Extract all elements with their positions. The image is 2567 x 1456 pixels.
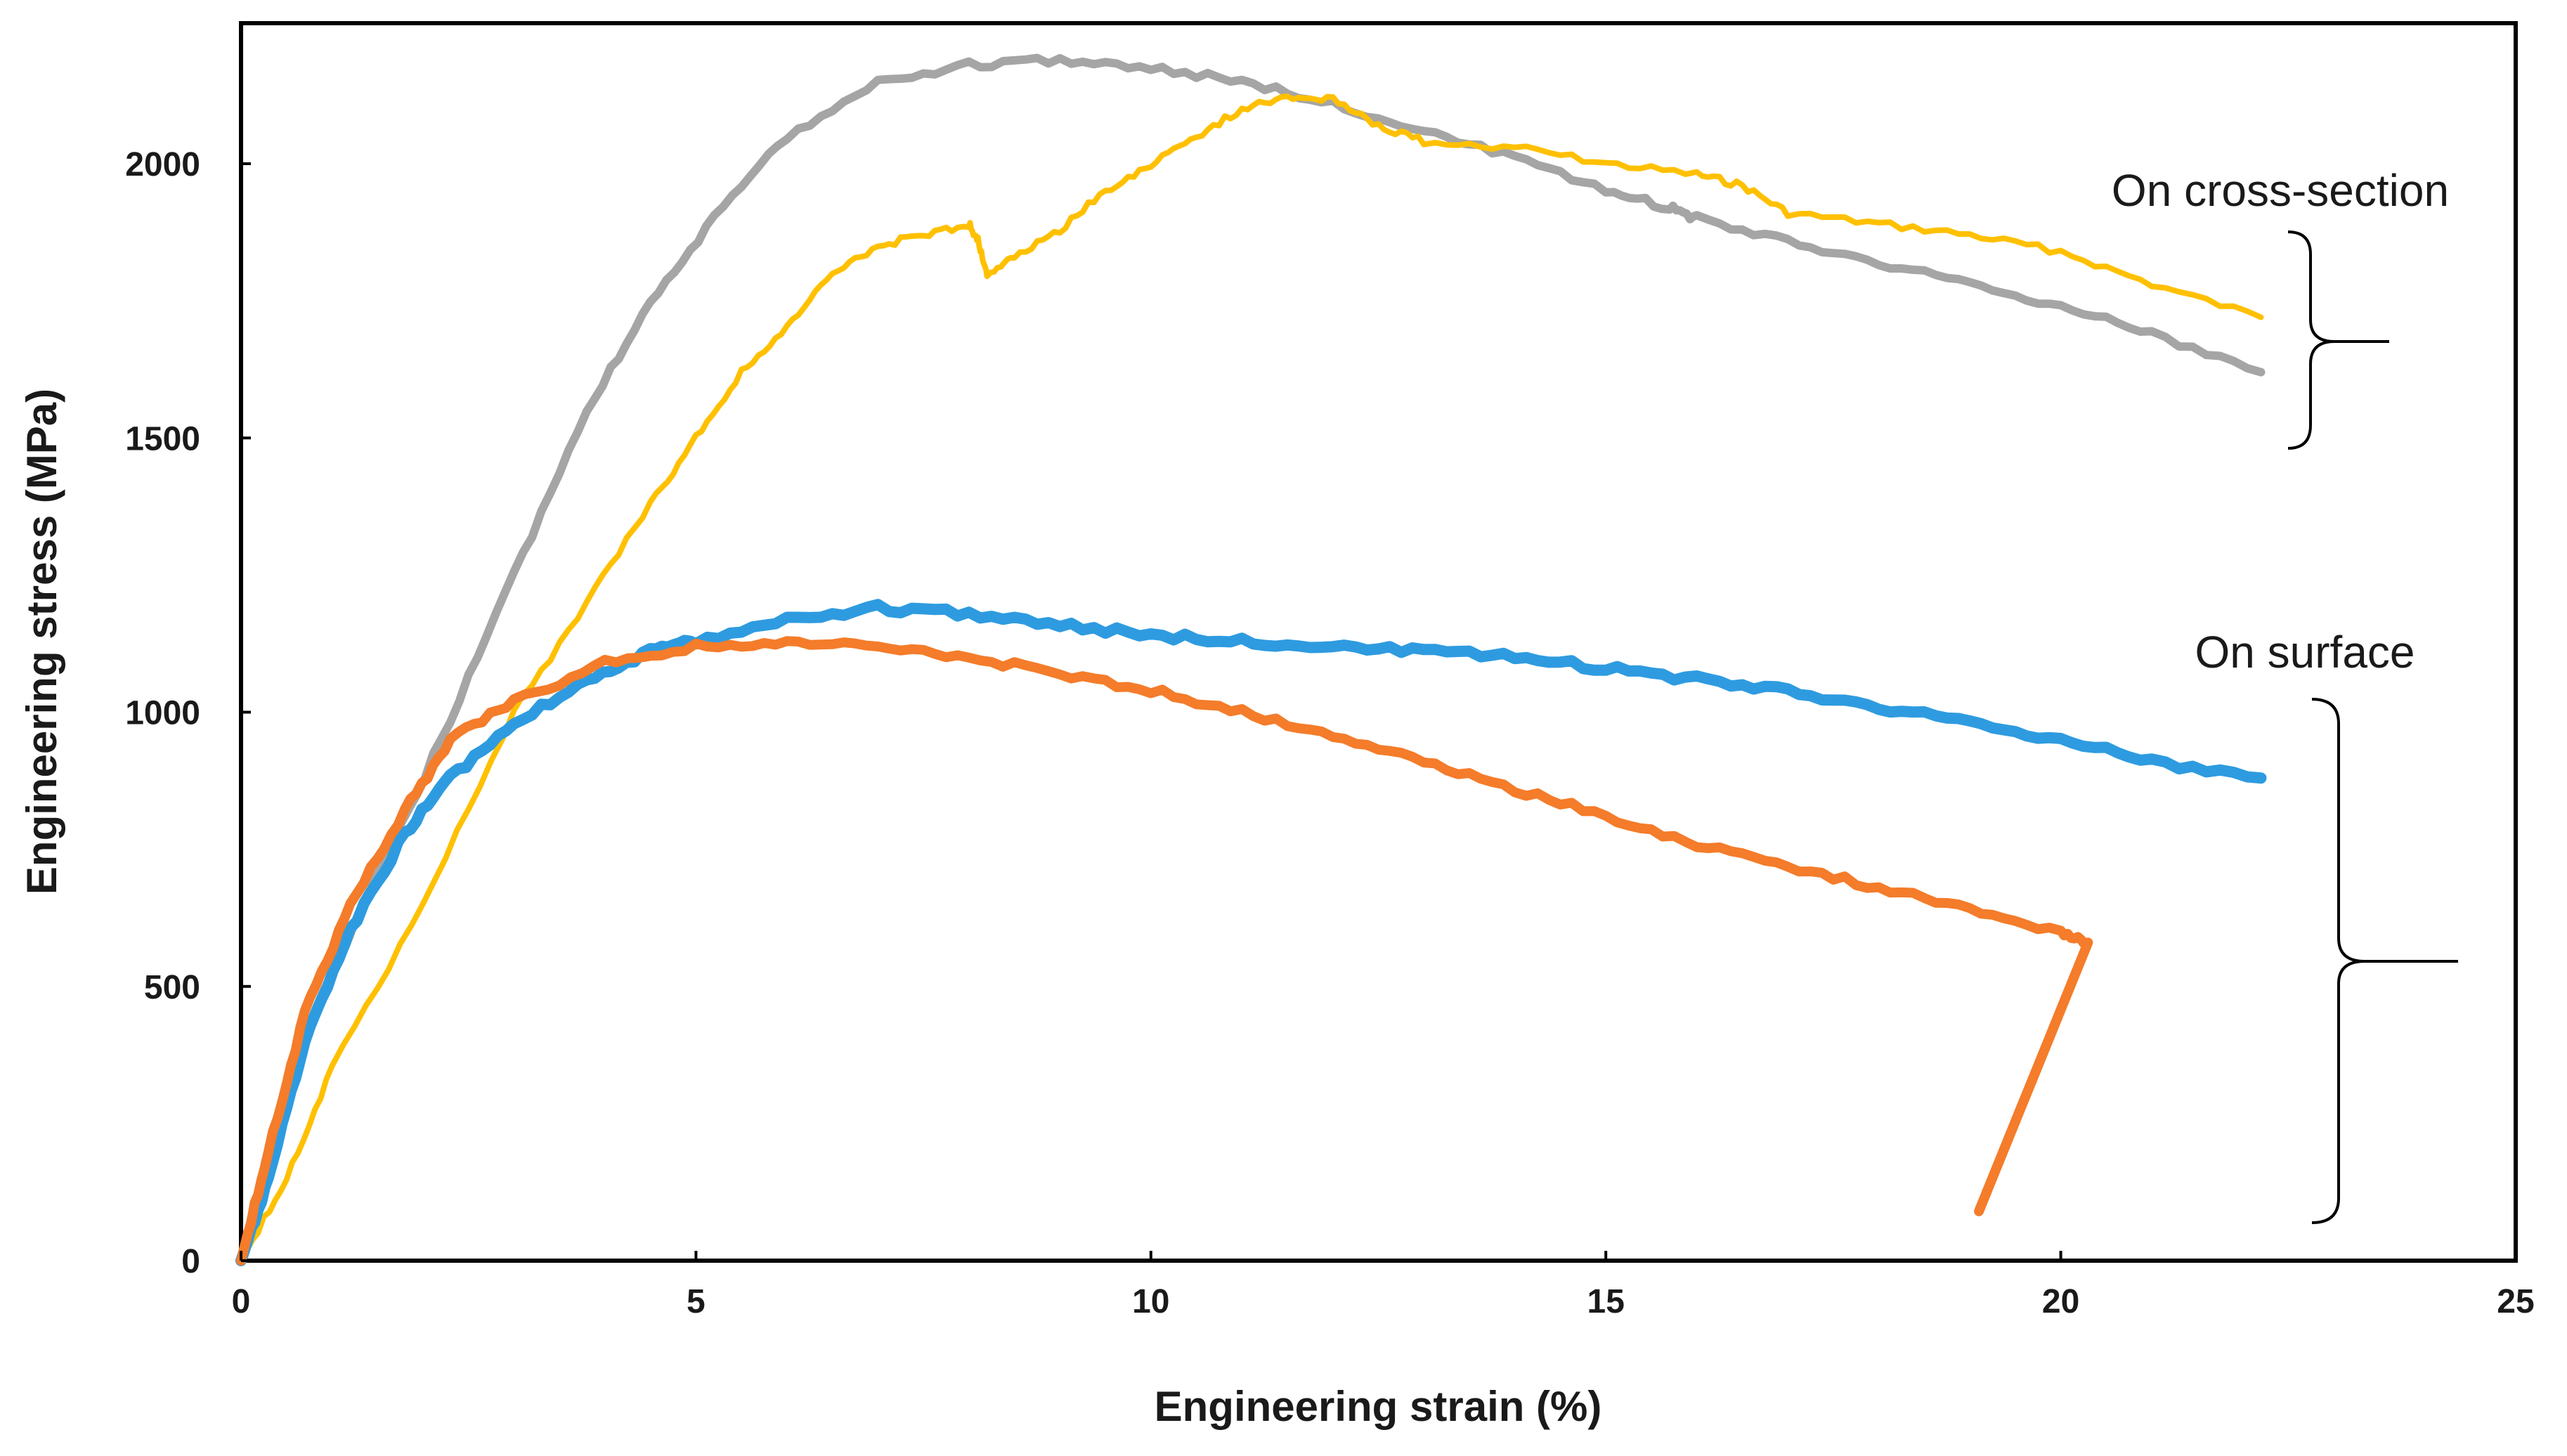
annotation-on-surface: On surface bbox=[2195, 627, 2415, 677]
series-group bbox=[235, 53, 2267, 1266]
y-axis-title: Engineering stress (MPa) bbox=[18, 389, 65, 895]
tick-group: 0 5 10 15 20 25 0 500 1000 1500 2000 bbox=[125, 146, 2534, 1320]
series-line-blue bbox=[235, 599, 2267, 1266]
series-line-gray bbox=[237, 53, 2266, 1265]
y-tick-label: 2000 bbox=[125, 146, 200, 183]
annotation-cross-section: On cross-section bbox=[2112, 165, 2449, 216]
brace-cross-section bbox=[2287, 230, 2389, 450]
series-line-orange bbox=[236, 636, 2093, 1266]
y-tick-label: 500 bbox=[144, 969, 200, 1006]
y-tick-label: 1000 bbox=[125, 695, 200, 732]
x-tick-label: 25 bbox=[2497, 1283, 2534, 1320]
x-axis-title: Engineering strain (%) bbox=[1155, 1383, 1602, 1430]
brace-on-surface bbox=[2311, 698, 2458, 1224]
plot-frame bbox=[239, 21, 2518, 1263]
x-tick-label: 20 bbox=[2042, 1283, 2079, 1320]
y-tick-label: 1500 bbox=[125, 420, 200, 457]
x-tick-label: 10 bbox=[1132, 1283, 1169, 1320]
series-line-yellow bbox=[238, 93, 2264, 1263]
y-tick-label: 0 bbox=[181, 1243, 200, 1280]
x-tick-label: 5 bbox=[687, 1283, 706, 1320]
x-tick-label: 0 bbox=[232, 1283, 251, 1320]
x-tick-label: 15 bbox=[1587, 1283, 1625, 1320]
